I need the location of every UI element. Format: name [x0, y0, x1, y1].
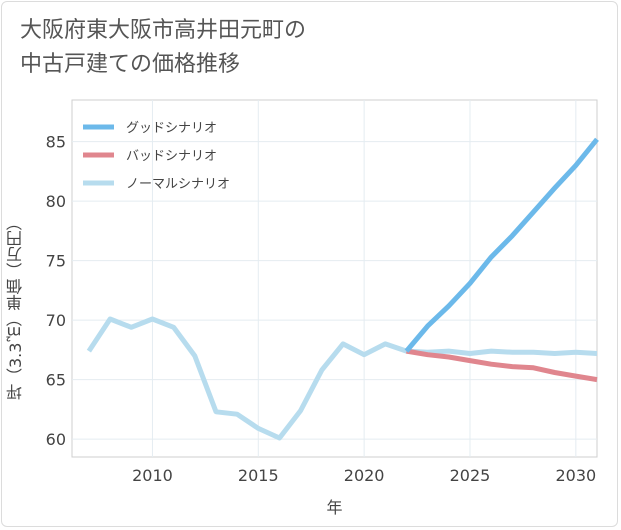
legend-bad-label: バッドシナリオ — [126, 149, 217, 164]
chart-title: 大阪府東大阪市高井田元町の 中古戸建ての価格推移 — [20, 14, 306, 82]
chart-title-line-2: 中古戸建ての価格推移 — [20, 52, 241, 77]
series-line-good — [404, 137, 599, 353]
x-tick-label: 2025 — [450, 466, 491, 485]
y-tick-label: 75 — [46, 252, 66, 271]
plot-area — [71, 99, 598, 458]
y-tick-label: 80 — [46, 192, 66, 211]
y-tick-label: 85 — [46, 133, 66, 152]
legend-good-label: グッドシナリオ — [126, 121, 217, 136]
y-tick-label: 70 — [46, 311, 66, 330]
legend-normal-label: ノーマルシナリオ — [126, 177, 230, 192]
x-tick-label: 2020 — [344, 466, 385, 485]
x-tick-label: 2015 — [238, 466, 279, 485]
x-axis-label: 年 — [326, 498, 342, 517]
y-tick-label: 65 — [46, 371, 66, 390]
chart-title-line-1: 大阪府東大阪市高井田元町の — [20, 18, 307, 43]
series-line-normal — [86, 316, 598, 441]
x-tick-label: 2010 — [132, 466, 173, 485]
x-tick-label: 2030 — [555, 466, 596, 485]
series-line-bad — [406, 348, 598, 383]
y-tick-label: 60 — [46, 430, 66, 449]
